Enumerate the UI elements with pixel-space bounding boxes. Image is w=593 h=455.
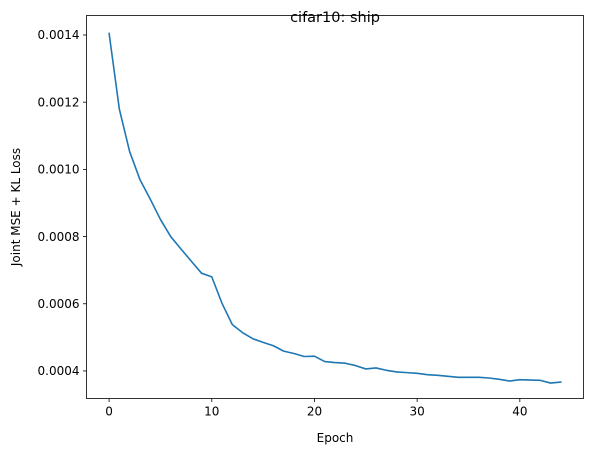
plot-area: 0 10 20 30 40 0.0004 0.0006 0.0008 0.0010 0.0012…: [38, 15, 584, 419]
x-tick-label: 30: [410, 405, 425, 419]
y-tick-label: 0.0010: [38, 163, 80, 177]
x-tick-label: 20: [307, 405, 322, 419]
axes-frame: [86, 15, 584, 399]
y-tick-label: 0.0006: [38, 297, 80, 311]
y-tick-label: 0.0008: [38, 230, 80, 244]
loss-series-line: [108, 32, 562, 384]
y-tick-label: 0.0012: [38, 95, 80, 109]
y-tick-label: 0.0004: [38, 364, 80, 378]
x-axis-label: Epoch: [317, 431, 354, 445]
y-axis-label: Joint MSE + KL Loss: [9, 148, 23, 267]
chart-title: cifar10: ship: [290, 10, 380, 26]
x-axis: 0 10 20 30 40: [105, 398, 527, 419]
y-tick-label: 0.0014: [38, 28, 80, 42]
x-tick-label: 10: [204, 405, 219, 419]
x-tick-label: 0: [105, 405, 113, 419]
y-axis: 0.0004 0.0006 0.0008 0.0010 0.0012 0.0014: [38, 28, 87, 378]
x-tick-label: 40: [512, 405, 527, 419]
series-layer: [108, 32, 562, 384]
